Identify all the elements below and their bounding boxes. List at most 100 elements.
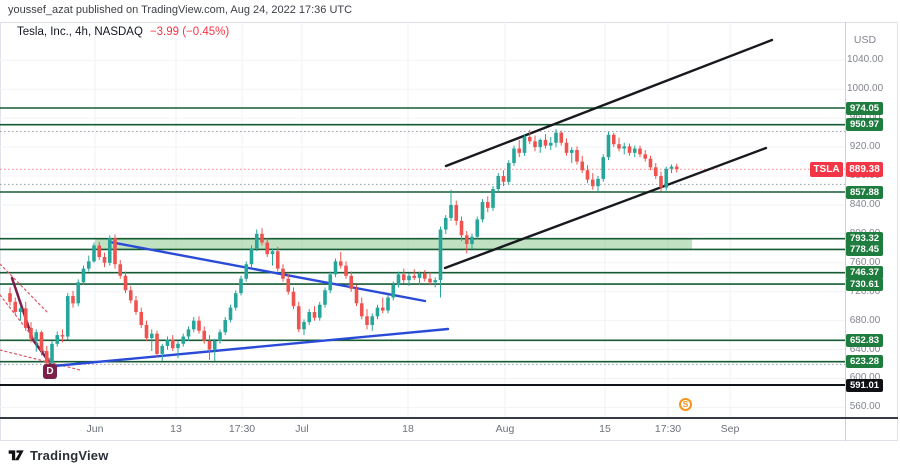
candle	[291, 287, 296, 310]
candle	[55, 331, 60, 347]
price-level-badge: 857.88	[846, 185, 883, 199]
candle	[18, 306, 23, 321]
candle	[438, 226, 443, 298]
candle	[401, 268, 406, 284]
currency-label: USD	[853, 34, 877, 46]
candle	[422, 270, 427, 282]
candle	[585, 165, 590, 184]
candle	[354, 284, 359, 307]
candle	[564, 138, 569, 156]
time-axis-label: Sep	[720, 423, 740, 435]
price-axis-label: 640.00	[849, 343, 881, 355]
time-axis-label: 13	[170, 423, 182, 435]
candlestick-series	[8, 129, 679, 370]
tradingview-logo-text[interactable]: TradingView	[30, 447, 109, 463]
candle	[86, 255, 91, 272]
candle	[228, 304, 233, 323]
candle	[606, 131, 611, 161]
supply-pivot-label[interactable]: S	[679, 398, 692, 411]
published-info-bar: youssef_azat published on TradingView.co…	[8, 4, 353, 16]
candle	[454, 200, 459, 226]
last-price-badge: 889.38	[846, 162, 883, 177]
candle	[449, 189, 453, 221]
candle	[575, 146, 579, 165]
candle	[632, 145, 637, 158]
candle	[506, 160, 511, 185]
candle	[296, 301, 301, 333]
candle	[443, 215, 448, 234]
time-axis-label: 17:30	[228, 423, 256, 435]
candle	[496, 173, 501, 192]
candle	[491, 186, 495, 211]
candle	[92, 242, 96, 263]
candle	[149, 329, 154, 352]
candle	[611, 132, 616, 148]
price-change: −3.99 (−0.45%)	[149, 26, 230, 38]
candle	[317, 301, 322, 321]
price-axis-label: 680.00	[849, 314, 881, 326]
candle	[39, 330, 44, 356]
candle	[580, 155, 585, 174]
candle	[475, 216, 480, 240]
price-level-badge: 746.37	[846, 266, 883, 280]
candle	[165, 336, 170, 350]
candle	[512, 145, 516, 166]
demand-pivot-label[interactable]: D	[43, 364, 57, 379]
candle	[538, 138, 543, 153]
price-axis-label: 960.00	[847, 112, 883, 123]
candle	[123, 271, 128, 294]
candle	[359, 297, 364, 320]
candle	[312, 306, 317, 321]
candle	[181, 333, 186, 347]
candle	[29, 322, 33, 343]
dotted-levels	[0, 131, 845, 365]
candle	[569, 147, 574, 163]
candle	[60, 329, 65, 343]
price-axis-label: 1040.00	[847, 54, 884, 66]
supply-zone	[95, 238, 692, 250]
candle	[349, 271, 354, 292]
candle	[428, 272, 432, 286]
candle	[186, 326, 191, 341]
price-level-badge: 950.97	[846, 118, 883, 132]
blue-ascending-trendline	[52, 327, 450, 368]
price-axis-label: 920.00	[849, 141, 881, 153]
candle	[50, 340, 54, 366]
candle	[480, 199, 485, 223]
tradingview-logo-icon[interactable]	[8, 447, 25, 463]
candle	[97, 241, 102, 260]
time-axis-label: Aug	[495, 423, 515, 435]
candle	[470, 233, 474, 250]
price-axis-label: 760.00	[849, 256, 881, 268]
candle	[648, 155, 653, 171]
red-dotted-fan-3	[0, 349, 81, 371]
time-axis-label: 15	[599, 423, 611, 435]
candle	[281, 264, 285, 282]
candle	[76, 279, 81, 307]
candle	[527, 129, 532, 145]
candle	[433, 277, 438, 288]
tradingview-footer: TradingView	[8, 446, 109, 464]
candle	[207, 335, 212, 360]
candle	[501, 170, 506, 187]
candle	[596, 176, 600, 192]
price-level-badge: 778.45	[846, 242, 883, 256]
candle	[249, 245, 254, 268]
time-axis-label: 18	[402, 423, 414, 435]
candle	[659, 171, 663, 192]
candle	[160, 343, 165, 362]
candle	[81, 265, 86, 285]
price-level-badge: 591.01	[846, 378, 883, 392]
candle	[202, 326, 207, 344]
candle	[669, 164, 674, 174]
candle	[674, 163, 679, 173]
candle	[113, 234, 117, 269]
candle	[302, 319, 306, 336]
candle	[365, 309, 369, 330]
candle	[170, 335, 175, 352]
price-level-badge: 652.83	[846, 333, 883, 347]
symbol-description: Tesla, Inc., 4h, NASDAQ	[17, 26, 143, 38]
candle	[139, 307, 144, 328]
